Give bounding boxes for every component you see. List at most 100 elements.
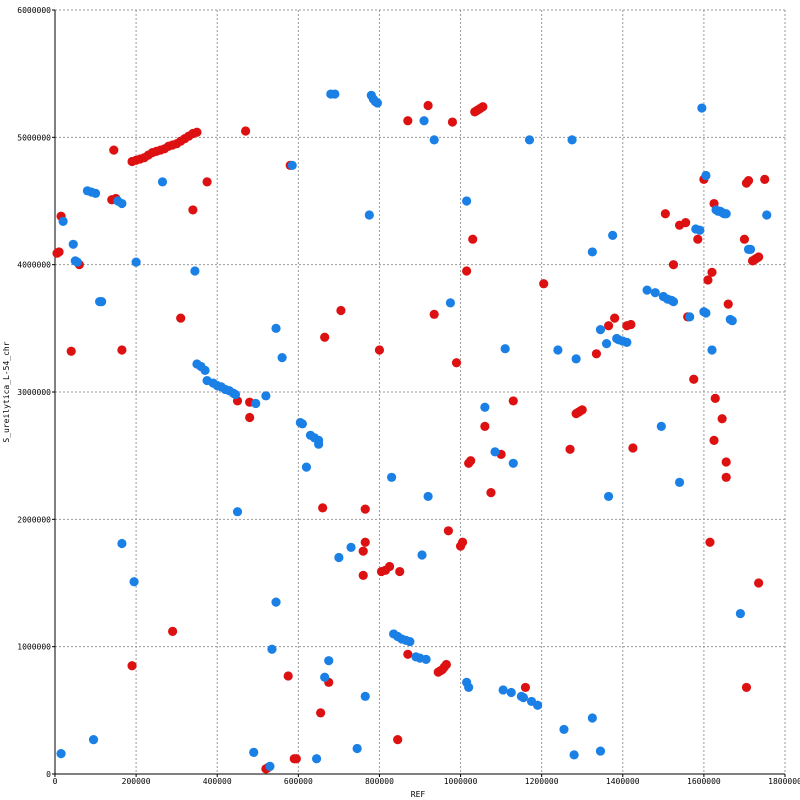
data-point	[498, 685, 508, 695]
data-point	[447, 117, 458, 127]
data-point	[423, 100, 433, 111]
data-point	[443, 526, 453, 536]
y-tick-label: 1000000	[17, 643, 51, 652]
data-point	[176, 313, 186, 323]
axes	[52, 9, 786, 777]
data-point	[324, 656, 334, 666]
data-point	[127, 661, 137, 671]
x-tick-label: 200000	[122, 777, 151, 786]
data-point	[500, 344, 510, 354]
data-point	[539, 279, 549, 289]
x-axis-title: REF	[411, 790, 426, 799]
data-point	[117, 538, 127, 549]
data-point	[97, 296, 107, 307]
data-point	[117, 345, 127, 355]
data-point	[301, 462, 312, 472]
data-point	[267, 644, 277, 654]
data-point	[626, 319, 636, 330]
data-point	[66, 346, 76, 356]
data-point	[650, 288, 660, 298]
data-point	[200, 365, 210, 375]
y-tick-label: 2000000	[17, 515, 51, 524]
x-tick-label: 1400000	[606, 777, 640, 786]
data-point	[587, 713, 597, 723]
data-point	[689, 374, 699, 384]
data-point	[478, 102, 488, 112]
y-tick-label: 0	[46, 770, 51, 779]
data-point	[387, 472, 397, 482]
x-tick-label: 600000	[284, 777, 313, 786]
x-tick-label: 0	[53, 777, 58, 786]
data-point	[603, 321, 614, 331]
data-point	[480, 402, 490, 412]
data-point	[762, 210, 772, 220]
data-point	[384, 561, 395, 572]
data-point	[271, 323, 281, 333]
data-point	[297, 419, 307, 429]
data-point	[717, 414, 727, 424]
data-point	[360, 504, 370, 514]
data-point	[334, 552, 344, 563]
data-point	[506, 687, 516, 698]
data-point	[741, 682, 752, 693]
data-point	[622, 337, 632, 347]
data-point	[445, 298, 456, 308]
series-1	[56, 89, 772, 771]
data-point	[710, 393, 720, 403]
data-point	[364, 210, 374, 220]
data-point	[707, 267, 717, 277]
x-tick-label: 1000000	[444, 777, 478, 786]
data-point	[117, 198, 127, 209]
data-point	[311, 754, 322, 764]
data-point	[360, 691, 370, 701]
data-point	[462, 266, 472, 276]
data-point	[88, 735, 99, 745]
data-points	[52, 89, 772, 774]
data-point	[462, 196, 472, 206]
data-point	[508, 458, 518, 468]
data-point	[251, 398, 261, 409]
data-point	[705, 537, 715, 547]
data-point	[559, 724, 569, 735]
data-point	[533, 700, 543, 710]
data-point	[346, 542, 356, 552]
x-tick-label: 1600000	[687, 777, 721, 786]
x-tick-label: 800000	[365, 777, 394, 786]
data-point	[188, 205, 198, 215]
data-point	[441, 659, 451, 670]
y-tick-label: 5000000	[17, 133, 51, 142]
data-point	[192, 127, 202, 137]
y-tick-label: 4000000	[17, 261, 51, 270]
data-point	[569, 750, 579, 760]
data-point	[129, 577, 139, 587]
data-point	[417, 550, 427, 560]
data-point	[745, 244, 756, 254]
data-point	[628, 443, 638, 453]
data-point	[318, 503, 328, 513]
data-point	[330, 89, 340, 99]
data-point	[352, 743, 362, 754]
data-point	[760, 174, 770, 184]
data-point	[721, 457, 731, 467]
data-point	[423, 491, 433, 502]
data-point	[681, 218, 691, 228]
data-point	[56, 749, 66, 759]
data-point	[656, 421, 666, 431]
data-point	[608, 230, 618, 240]
data-point	[58, 216, 68, 226]
data-point	[451, 358, 462, 368]
y-tick-label: 6000000	[17, 6, 51, 15]
data-point	[674, 477, 685, 488]
data-point	[735, 608, 745, 619]
tick-labels: 0 200000 400000 600000 800000 1000000 1200000 1…	[17, 6, 800, 786]
data-point	[291, 754, 301, 764]
data-point	[277, 353, 287, 363]
data-point	[403, 649, 413, 659]
data-point	[721, 209, 731, 219]
y-axis-title: S_ureilytica_L-54_chr	[2, 341, 11, 442]
data-point	[241, 126, 251, 136]
data-point	[271, 597, 281, 607]
data-point	[567, 135, 577, 145]
data-point	[591, 349, 602, 359]
